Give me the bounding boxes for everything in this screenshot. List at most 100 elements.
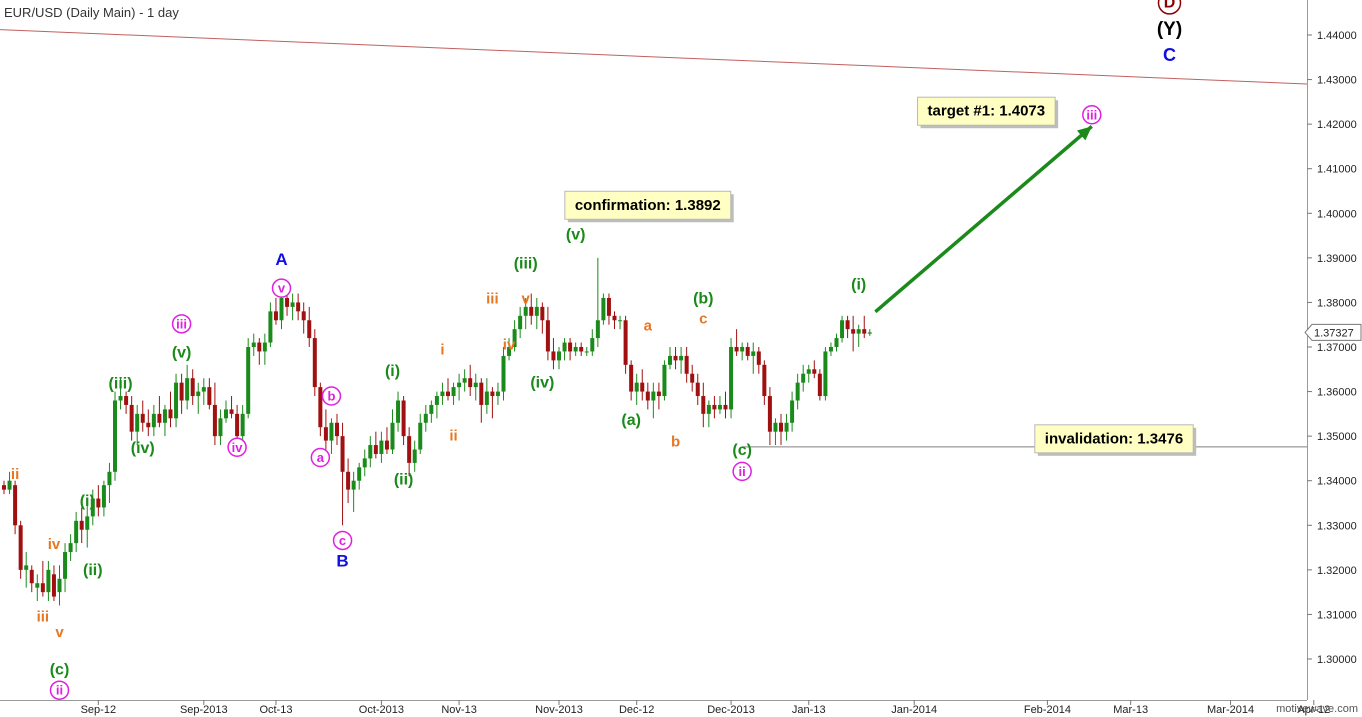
candle [623,315,628,374]
wave-label-text: B [336,551,348,570]
price-callout-box [917,96,1056,126]
candle-body [57,578,62,593]
candle-body [340,436,345,472]
candle-body [795,382,800,401]
candle [146,409,151,437]
x-tick-label: Feb-2014 [1024,704,1071,716]
candle-body [679,355,684,361]
wave-label-text: iii [176,316,187,331]
candle-body [307,320,312,339]
candle-body [512,329,517,347]
candle [357,462,362,490]
candle-body [529,306,534,316]
candle [867,329,872,336]
candle [396,391,401,432]
candle [318,382,323,437]
candle [795,373,800,410]
candle [507,338,512,361]
candle-body [629,364,634,392]
wave-label-text: iii [1086,107,1097,122]
candle [540,302,545,334]
candle [434,391,439,419]
candle-body [651,391,656,401]
candle [501,347,506,401]
wave-labels-layer: iiiviiiv(c)ii(i)(ii)(iii)(iv)(v)iiiivAvb… [11,0,1182,700]
wave-label-circle [732,461,752,482]
wave-label-text: b [327,389,335,404]
wave-label-text: ii [739,464,746,479]
candle [29,565,34,593]
candle-body [107,471,112,486]
candle [229,396,234,419]
y-tick-label: 1.32000 [1317,565,1357,577]
x-tick-label: Oct-2013 [359,704,404,716]
candle [773,418,778,446]
candle-body [784,422,789,432]
candle [101,480,106,517]
candle-body [96,498,101,508]
wave-label: (c) [50,662,70,679]
candle [107,462,112,503]
candle [629,360,634,401]
candle [373,431,378,459]
candle [423,404,428,432]
callouts-layer: confirmation: 1.3892 target #1: 1.4073 inv… [564,96,1197,456]
candle-body [523,306,528,316]
wave-label: A [275,250,287,269]
candle [340,422,345,526]
candle-body [484,391,489,405]
candle-body [823,351,828,397]
candle-body [301,311,306,321]
wave-label-text: iv [48,536,61,553]
wave-label-text: (iv) [530,375,554,392]
candle-body [273,311,278,321]
wave-label-text: b [671,433,680,450]
candle-body [63,552,68,579]
y-tick-label: 1.44000 [1317,30,1357,42]
wave-label-text: ii [11,466,19,483]
candle-body [584,351,589,353]
wave-label: iv [503,337,516,354]
candle-body [412,449,417,463]
candle [529,293,534,325]
candle-body [279,297,284,321]
candle [51,565,56,602]
candle [307,306,312,347]
candle [185,364,190,410]
candle [479,378,484,423]
candle-body [645,391,650,401]
candle [68,534,73,561]
wave-label: iv [227,437,247,458]
wave-label-text: A [275,250,287,269]
candle-body [717,404,722,410]
candle [612,311,617,330]
wave-label: b [321,386,342,406]
candle-body [695,382,700,397]
y-axis: 1.30000 1.31000 1.32000 1.33000 1.34000 1.350… [1304,0,1362,700]
candle [745,342,750,361]
y-tick-label: 1.42000 [1317,119,1357,131]
candle [196,382,201,414]
x-tick-label: Mar-13 [1113,704,1148,716]
candle [601,293,606,325]
candle [662,360,667,401]
candle-body [368,445,373,459]
candle [729,338,734,419]
trendline-layer [0,29,1308,85]
candle-body [418,422,423,450]
candle [151,404,156,437]
candle [268,302,273,347]
wave-label: (i) [385,363,400,380]
wave-label: iv [48,536,61,553]
candle-body [262,342,267,352]
wave-label: (v) [566,227,586,244]
candle [767,387,772,446]
candle [751,342,756,374]
candle-body [623,320,628,365]
candle-body [407,436,412,463]
candle-body [729,347,734,410]
price-callout-text: invalidation: 1.3476 [1045,430,1183,447]
y-tick-label: 1.30000 [1317,654,1357,666]
candle-body [840,320,845,339]
